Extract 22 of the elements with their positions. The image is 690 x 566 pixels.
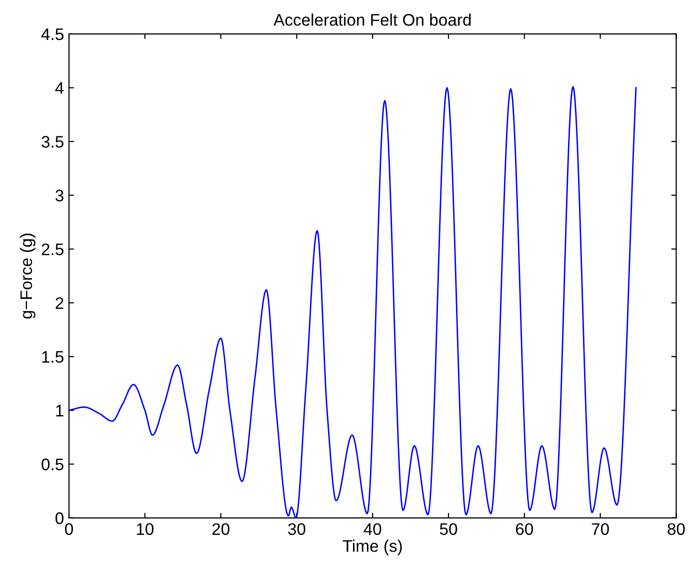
y-tick-label: 1.5: [42, 351, 64, 363]
x-tick-label: 0: [65, 523, 73, 535]
x-tick-label: 40: [364, 523, 382, 535]
x-tick-label: 60: [516, 523, 534, 535]
x-tick-label: 10: [136, 523, 154, 535]
chart-title: Acceleration Felt On board: [274, 14, 471, 26]
y-tick-label: 2.5: [42, 243, 64, 256]
y-tick-label: 4: [55, 82, 64, 94]
y-tick-label: 0: [56, 512, 64, 524]
x-tick-label: 30: [288, 523, 306, 535]
y-tick-label: 3: [56, 190, 64, 202]
y-tick-label: 2: [56, 297, 64, 309]
y-axis-title: g−Force (g): [20, 234, 36, 319]
y-tick-label: 3.5: [42, 136, 64, 148]
x-axis-title: Time (s): [342, 540, 402, 556]
x-tick-label: 50: [440, 523, 458, 535]
y-tick-label: 1: [56, 404, 64, 416]
x-tick-label: 80: [668, 523, 685, 535]
x-tick-label: 20: [212, 523, 230, 535]
y-tick-label: 4.5: [41, 28, 64, 40]
y-tick-label: 0.5: [42, 458, 64, 470]
x-tick-label: 70: [592, 523, 609, 535]
